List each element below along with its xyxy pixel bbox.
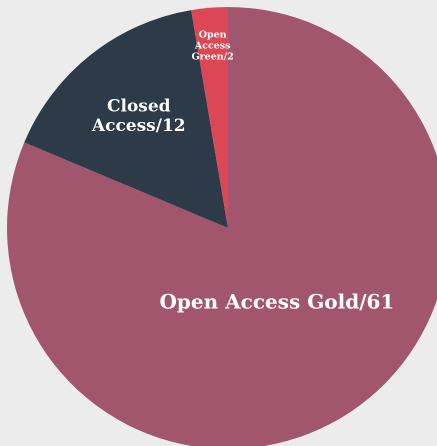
- pie-slice-label: Open Access Gold/61: [159, 290, 394, 314]
- pie-slice: [24, 10, 228, 229]
- pie-slice: [7, 7, 437, 446]
- pie-slice-label: Open Access Green/2: [192, 30, 234, 63]
- pie-slices: [7, 6, 437, 446]
- pie-slice: [191, 6, 228, 228]
- pie-labels: Open Access Gold/61 Closed Access/12 Open Ac…: [91, 30, 394, 314]
- pie-slice-label: Closed Access/12: [91, 97, 186, 137]
